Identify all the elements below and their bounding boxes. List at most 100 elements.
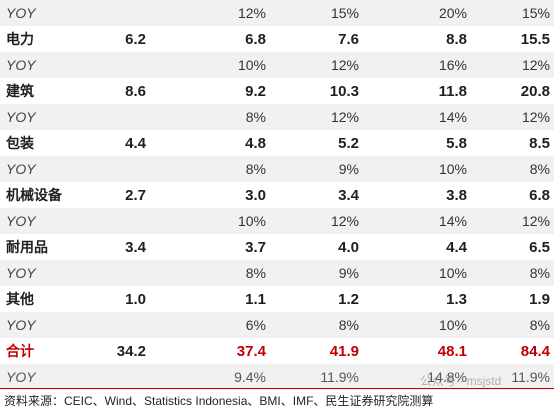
- table-cell: 11.9%: [472, 364, 554, 390]
- table-cell: 10.3: [269, 78, 364, 104]
- table-cell: 34.2: [100, 338, 150, 364]
- table-cell: 12%: [269, 52, 364, 78]
- table-cell: 4.4: [364, 234, 472, 260]
- yoy-row: YOY 8% 9% 10% 8%: [0, 156, 554, 182]
- yoy-row: YOY 12% 15% 20% 15%: [0, 0, 554, 26]
- table-cell: 15.5: [472, 26, 554, 52]
- row-label: 其他: [0, 286, 100, 312]
- table-cell: 1.2: [269, 286, 364, 312]
- row-label: 电力: [0, 26, 100, 52]
- yoy-row: YOY 8% 12% 14% 12%: [0, 104, 554, 130]
- table-cell: [100, 104, 150, 130]
- table-cell: 12%: [472, 52, 554, 78]
- table-cell: 8.6: [100, 78, 150, 104]
- table-cell: [100, 312, 150, 338]
- row-label: YOY: [0, 156, 100, 182]
- table-cell: 9.4%: [150, 364, 269, 390]
- table-cell: 3.7: [150, 234, 269, 260]
- yoy-row: YOY 6% 8% 10% 8%: [0, 312, 554, 338]
- table-cell: 4.4: [100, 130, 150, 156]
- row-label: YOY: [0, 312, 100, 338]
- total-row: 合计 34.2 37.4 41.9 48.1 84.4: [0, 338, 554, 364]
- table-cell: 8.5: [472, 130, 554, 156]
- table-cell: 8%: [150, 104, 269, 130]
- table-cell: 8%: [269, 312, 364, 338]
- table-cell: 84.4: [472, 338, 554, 364]
- row-label: YOY: [0, 364, 100, 390]
- table-cell: [100, 0, 150, 26]
- table-cell: 14%: [364, 208, 472, 234]
- table-cell: 11.8: [364, 78, 472, 104]
- table-cell: 6.8: [472, 182, 554, 208]
- table-cell: 8.8: [364, 26, 472, 52]
- table-cell: 3.0: [150, 182, 269, 208]
- table-row: 建筑 8.6 9.2 10.3 11.8 20.8: [0, 78, 554, 104]
- table-cell: 14%: [364, 104, 472, 130]
- row-label: 耐用品: [0, 234, 100, 260]
- table-cell: 6%: [150, 312, 269, 338]
- table-body: YOY 12% 15% 20% 15% 电力 6.2 6.8 7.6 8.8 15.5 YOY 10% 1…: [0, 0, 554, 390]
- table-cell: 41.9: [269, 338, 364, 364]
- table-cell: 8%: [150, 156, 269, 182]
- table-cell: 1.0: [100, 286, 150, 312]
- table-cell: 14.8%: [364, 364, 472, 390]
- watermark: 公众号 · msjstd: [420, 374, 502, 388]
- table-cell: 9%: [269, 156, 364, 182]
- table-cell: 12%: [472, 208, 554, 234]
- table-cell: [100, 260, 150, 286]
- table-cell: 7.6: [269, 26, 364, 52]
- table-cell: 8%: [150, 260, 269, 286]
- table-cell: 8%: [472, 260, 554, 286]
- row-label: 合计: [0, 338, 100, 364]
- table-cell: 12%: [150, 0, 269, 26]
- table-cell: 5.8: [364, 130, 472, 156]
- table-cell: 9.2: [150, 78, 269, 104]
- row-label: YOY: [0, 260, 100, 286]
- row-label: 建筑: [0, 78, 100, 104]
- table-row: 耐用品 3.4 3.7 4.0 4.4 6.5: [0, 234, 554, 260]
- table-cell: 8%: [472, 156, 554, 182]
- table-cell: 20.8: [472, 78, 554, 104]
- table-cell: 5.2: [269, 130, 364, 156]
- yoy-row: YOY 8% 9% 10% 8%: [0, 260, 554, 286]
- table-cell: 10%: [364, 312, 472, 338]
- row-label: YOY: [0, 0, 100, 26]
- table-cell: 4.8: [150, 130, 269, 156]
- table-cell: 3.4: [269, 182, 364, 208]
- table-cell: 12%: [269, 104, 364, 130]
- row-label: 包装: [0, 130, 100, 156]
- table-cell: 3.4: [100, 234, 150, 260]
- table-cell: 20%: [364, 0, 472, 26]
- table-cell: 1.9: [472, 286, 554, 312]
- yoy-row: YOY 10% 12% 16% 12%: [0, 52, 554, 78]
- table-cell: 8%: [472, 312, 554, 338]
- row-label: YOY: [0, 52, 100, 78]
- row-label: YOY: [0, 208, 100, 234]
- table-cell: 1.3: [364, 286, 472, 312]
- forecast-table: YOY 12% 15% 20% 15% 电力 6.2 6.8 7.6 8.8 15.5 YOY 10% 1…: [0, 0, 554, 390]
- table-cell: 6.2: [100, 26, 150, 52]
- table-cell: 11.9%: [269, 364, 364, 390]
- row-label: YOY: [0, 104, 100, 130]
- yoy-row: YOY 9.4% 11.9% 14.8% 11.9%: [0, 364, 554, 390]
- table-cell: 48.1: [364, 338, 472, 364]
- table-cell: [100, 364, 150, 390]
- table-cell: 4.0: [269, 234, 364, 260]
- table-cell: 2.7: [100, 182, 150, 208]
- table-cell: 15%: [472, 0, 554, 26]
- table-cell: 16%: [364, 52, 472, 78]
- yoy-row: YOY 10% 12% 14% 12%: [0, 208, 554, 234]
- table-cell: 37.4: [150, 338, 269, 364]
- table-cell: [100, 208, 150, 234]
- data-table-container: YOY 12% 15% 20% 15% 电力 6.2 6.8 7.6 8.8 15.5 YOY 10% 1…: [0, 0, 554, 390]
- table-cell: [100, 156, 150, 182]
- table-row: 机械设备 2.7 3.0 3.4 3.8 6.8: [0, 182, 554, 208]
- table-cell: 10%: [150, 208, 269, 234]
- table-row: 电力 6.2 6.8 7.6 8.8 15.5: [0, 26, 554, 52]
- table-row: 包装 4.4 4.8 5.2 5.8 8.5: [0, 130, 554, 156]
- table-cell: 6.8: [150, 26, 269, 52]
- row-label: 机械设备: [0, 182, 100, 208]
- table-cell: 6.5: [472, 234, 554, 260]
- table-cell: 15%: [269, 0, 364, 26]
- table-cell: 9%: [269, 260, 364, 286]
